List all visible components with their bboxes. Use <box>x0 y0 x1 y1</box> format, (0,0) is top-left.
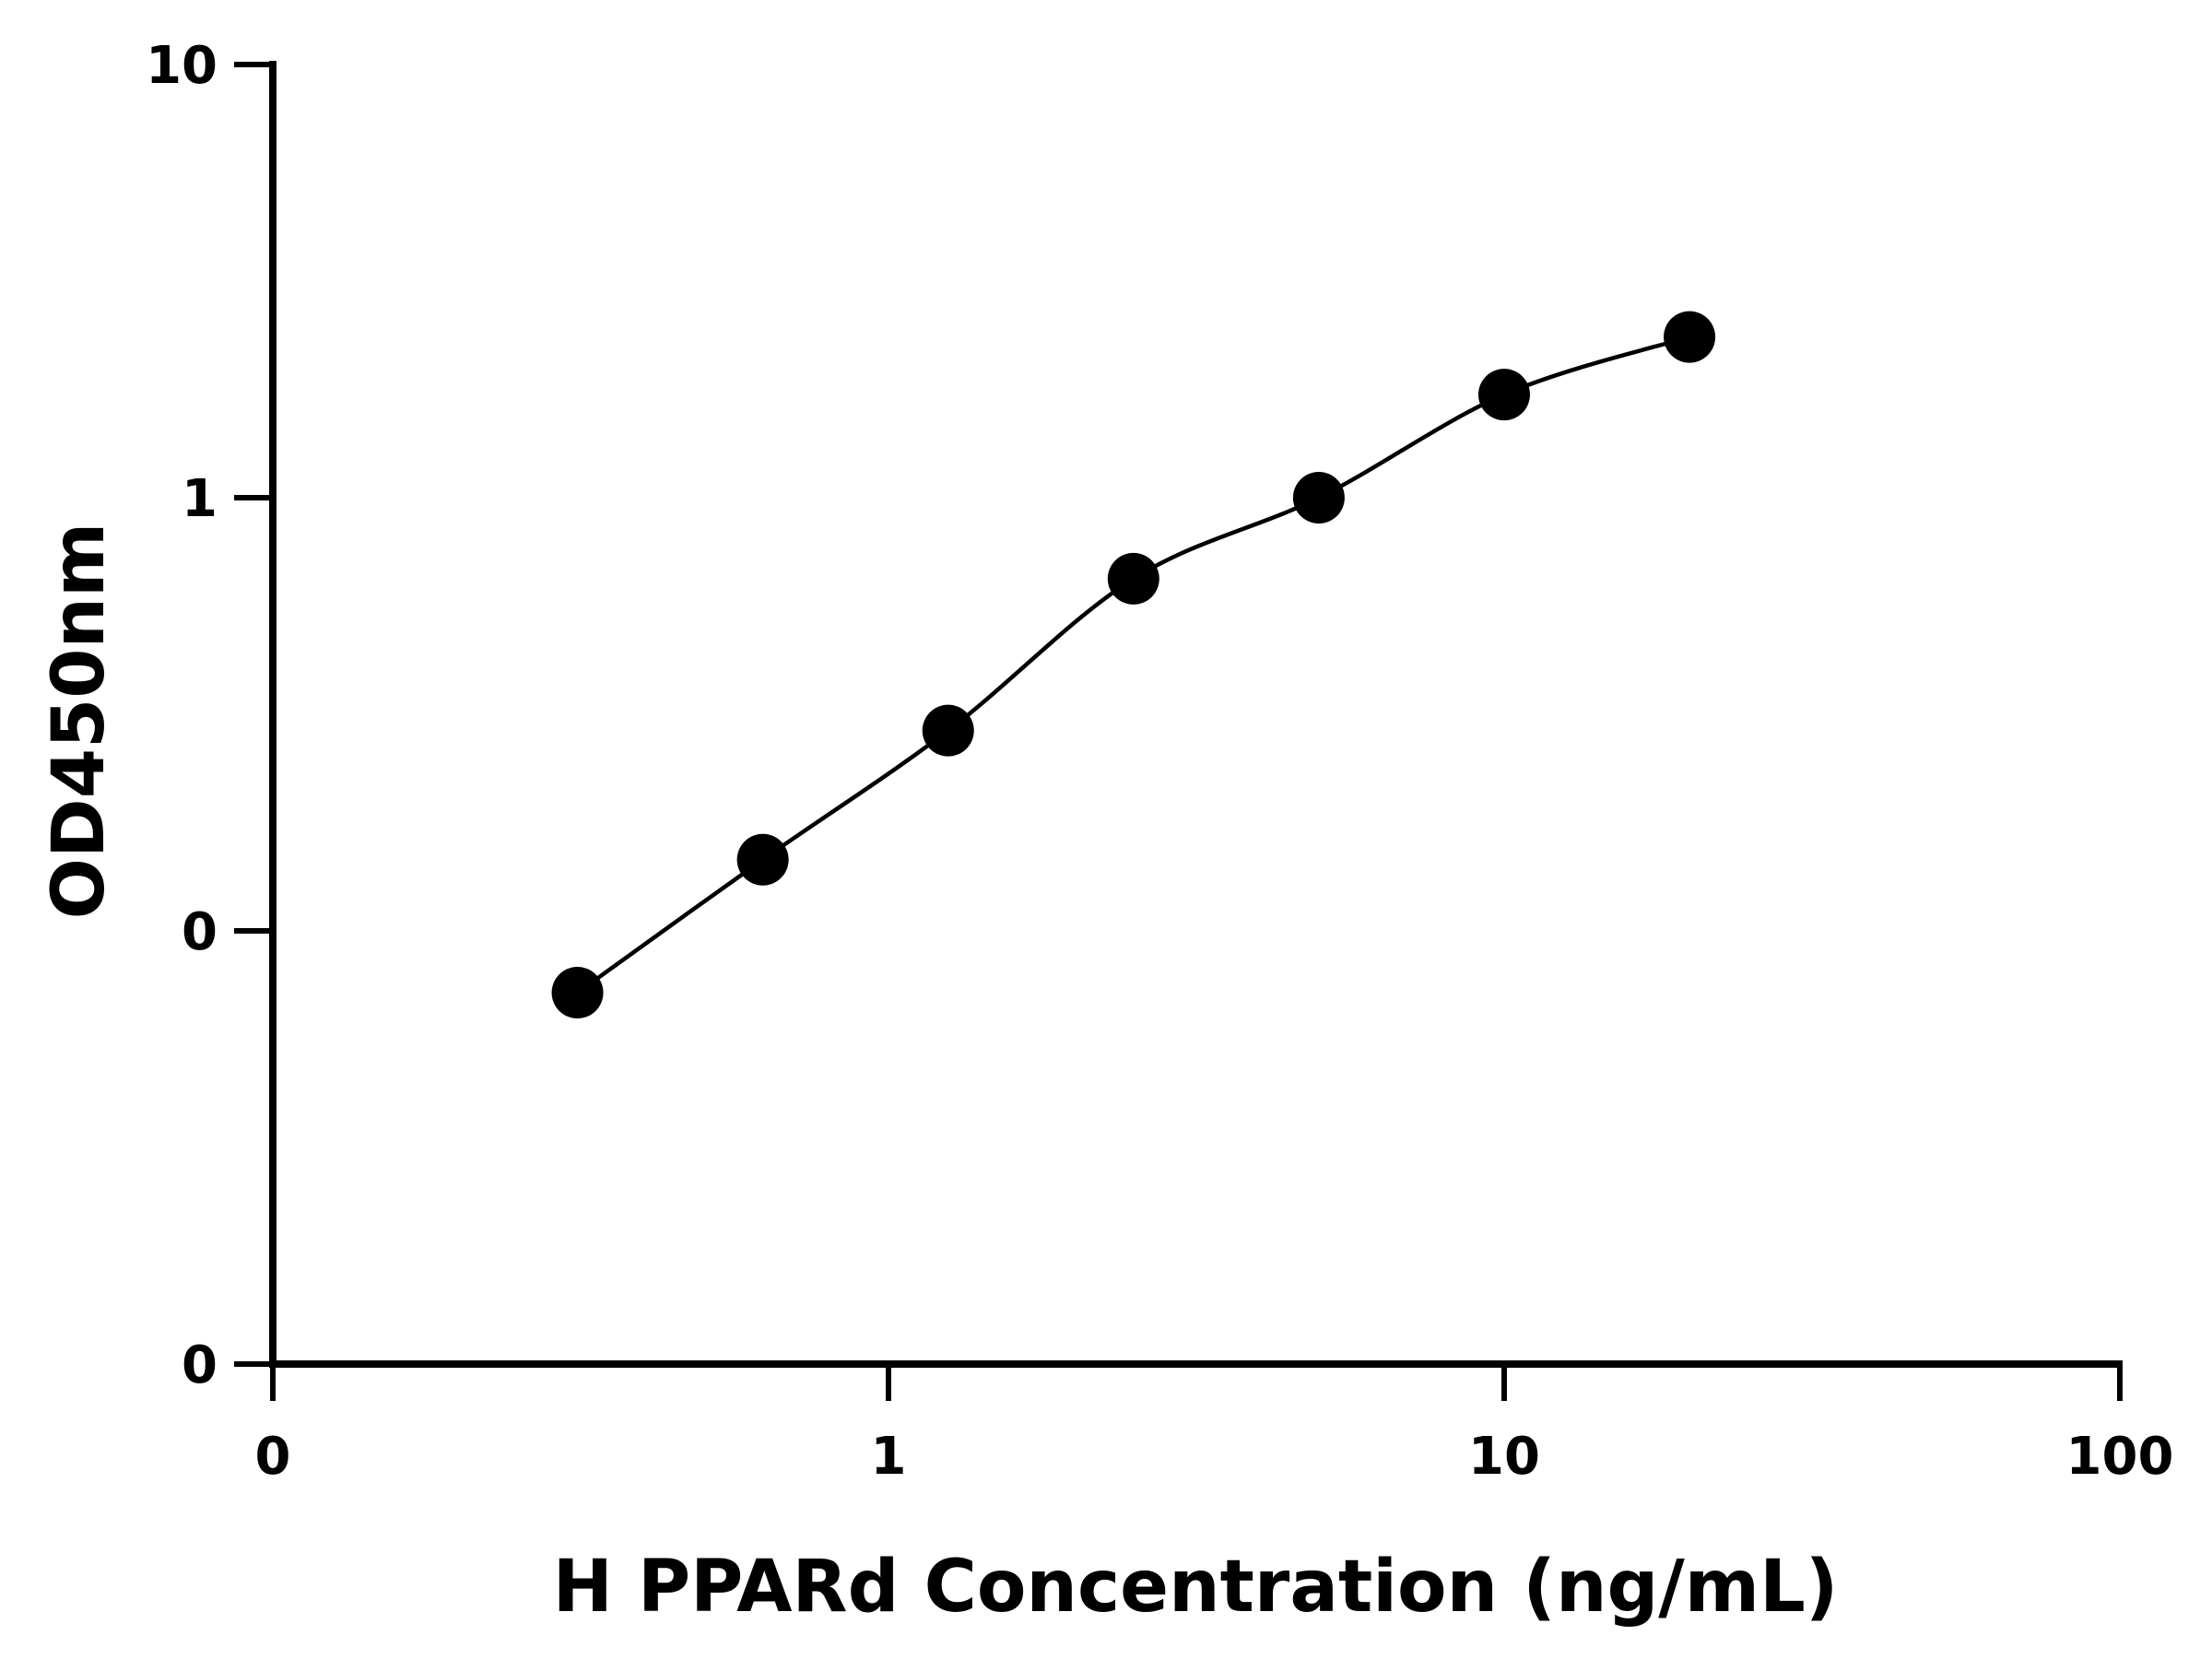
y-tick-label: 0 <box>182 902 218 962</box>
fit-curve-layer <box>576 335 1690 994</box>
x-axis-label: H PPARd Concentration (ng/mL) <box>553 1546 1839 1629</box>
x-tick-label: 1 <box>871 1427 907 1487</box>
data-point <box>1478 369 1530 421</box>
data-points-layer <box>551 311 1716 1019</box>
y-axis-label: OD450nm <box>38 523 121 920</box>
fit-curve <box>576 335 1690 994</box>
x-tick-label: 10 <box>1468 1427 1540 1487</box>
data-point <box>1107 552 1159 605</box>
y-tick-label: 10 <box>146 36 218 96</box>
y-axis-ticks: 0 0 1 10 <box>146 36 273 1395</box>
data-point <box>736 833 789 886</box>
x-axis-ticks: 0 1 10 100 <box>255 1364 2174 1487</box>
data-point <box>551 967 604 1019</box>
data-point <box>1664 311 1716 363</box>
x-tick-label: 100 <box>2066 1427 2174 1487</box>
data-point <box>1292 472 1345 524</box>
y-tick-label: 1 <box>182 469 218 529</box>
x-tick-label: 0 <box>255 1427 291 1487</box>
y-tick-label: 0 <box>182 1335 218 1395</box>
data-point <box>922 704 974 757</box>
